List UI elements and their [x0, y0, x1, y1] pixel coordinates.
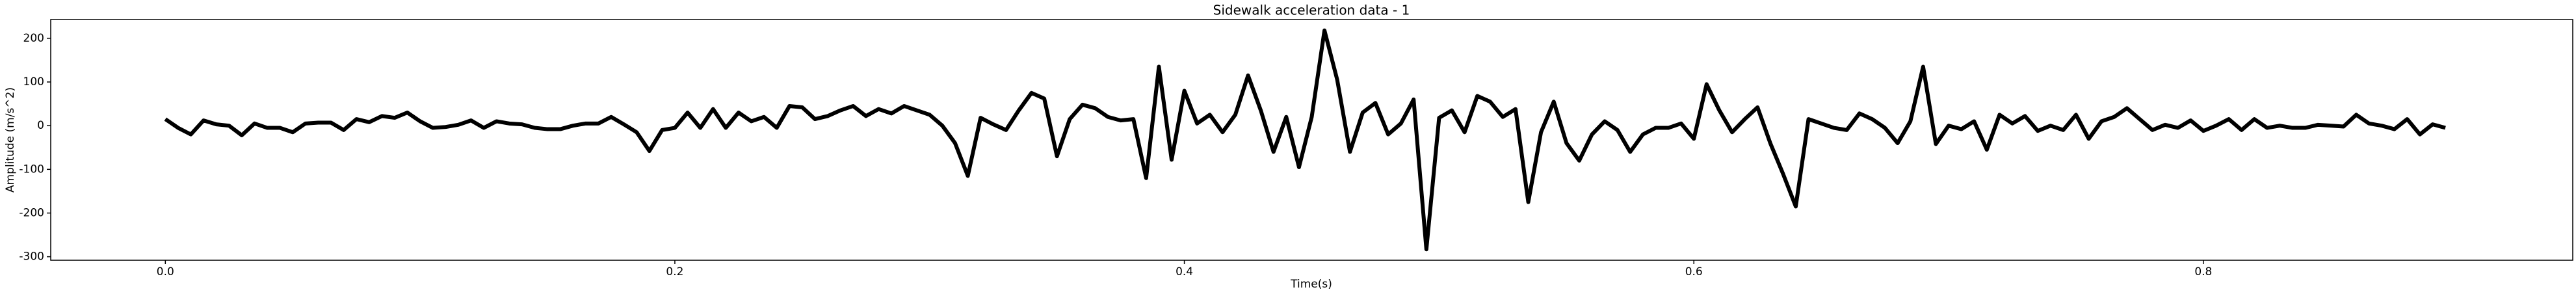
chart-title: Sidewalk acceleration data - 1: [1213, 3, 1410, 18]
data-line: [164, 28, 2446, 252]
x-tick-label: 0.2: [666, 265, 683, 278]
y-tick-label: -200: [19, 206, 44, 219]
y-axis-label: Amplitude (m/s^2): [4, 87, 17, 193]
y-tick-label: -300: [19, 250, 44, 263]
x-tick-label: 0.0: [157, 265, 174, 278]
x-tick-label: 0.6: [1685, 265, 1703, 278]
y-tick-label: -100: [19, 163, 44, 176]
y-tick-label: 100: [23, 75, 44, 88]
y-tick-label: 0: [37, 119, 44, 132]
y-tick-label: 200: [23, 32, 44, 45]
x-tick-label: 0.8: [2194, 265, 2212, 278]
x-axis-label: Time(s): [1290, 278, 1332, 291]
plot-frame: [50, 19, 2573, 261]
x-tick-label: 0.4: [1176, 265, 1193, 278]
